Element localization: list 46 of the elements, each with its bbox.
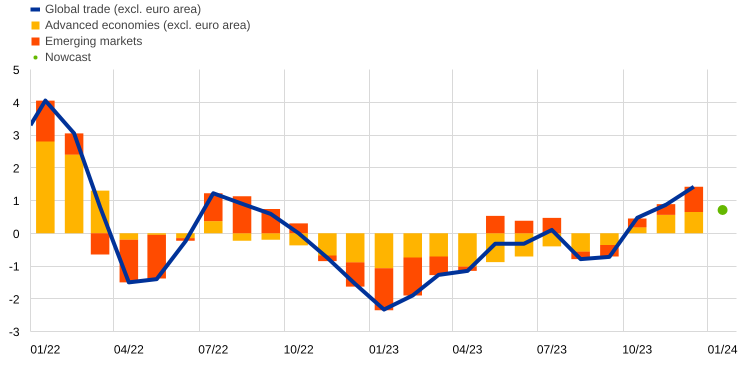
bar [204, 221, 223, 234]
x-tick-label: 04/23 [452, 342, 483, 356]
y-tick-label: -1 [8, 260, 20, 274]
x-tick-label: 01/24 [708, 342, 738, 356]
bar [232, 233, 252, 241]
line-series [30, 98, 696, 312]
bar [656, 214, 676, 234]
y-tick-label: 4 [12, 96, 20, 110]
bar [458, 233, 477, 267]
x-tick-label: 01/22 [30, 342, 61, 356]
x-tick-label: 04/22 [114, 342, 144, 356]
bar [64, 154, 84, 234]
y-tick-label: 2 [12, 161, 20, 176]
bar [600, 233, 619, 246]
bar [262, 233, 280, 240]
bar [429, 256, 448, 276]
bar [403, 233, 422, 258]
bar [374, 233, 394, 268]
bar [486, 216, 505, 234]
y-tick-label: -3 [8, 325, 20, 339]
legend-label: Emerging markets [45, 34, 142, 48]
x-tick-label: 07/22 [198, 342, 229, 356]
legend-label: Advanced economies (excl. euro area) [45, 18, 250, 32]
y-tick-label: 0 [12, 226, 20, 241]
bar [571, 233, 590, 252]
y-tick-label: -2 [8, 292, 20, 306]
x-tick-label: 07/23 [536, 342, 568, 356]
y-tick-label: 3 [12, 128, 20, 142]
x-tick-label: 10/23 [622, 342, 653, 356]
bar [120, 233, 138, 240]
bar [514, 220, 534, 234]
legend-label: Nowcast [45, 50, 92, 64]
x-tick-label: 10/22 [284, 342, 314, 356]
legend-label: Global trade (excl. euro area) [45, 2, 202, 16]
bar [429, 233, 448, 257]
bar [684, 186, 704, 212]
bar [90, 233, 110, 255]
bar [147, 234, 166, 278]
y-tick-label: 5 [12, 63, 20, 77]
bar [318, 233, 337, 256]
bar [403, 257, 422, 296]
x-tick-label: 01/23 [368, 342, 400, 356]
bar [346, 233, 364, 262]
y-tick-label: 1 [12, 194, 20, 208]
bar [36, 142, 55, 234]
bar [684, 212, 704, 234]
